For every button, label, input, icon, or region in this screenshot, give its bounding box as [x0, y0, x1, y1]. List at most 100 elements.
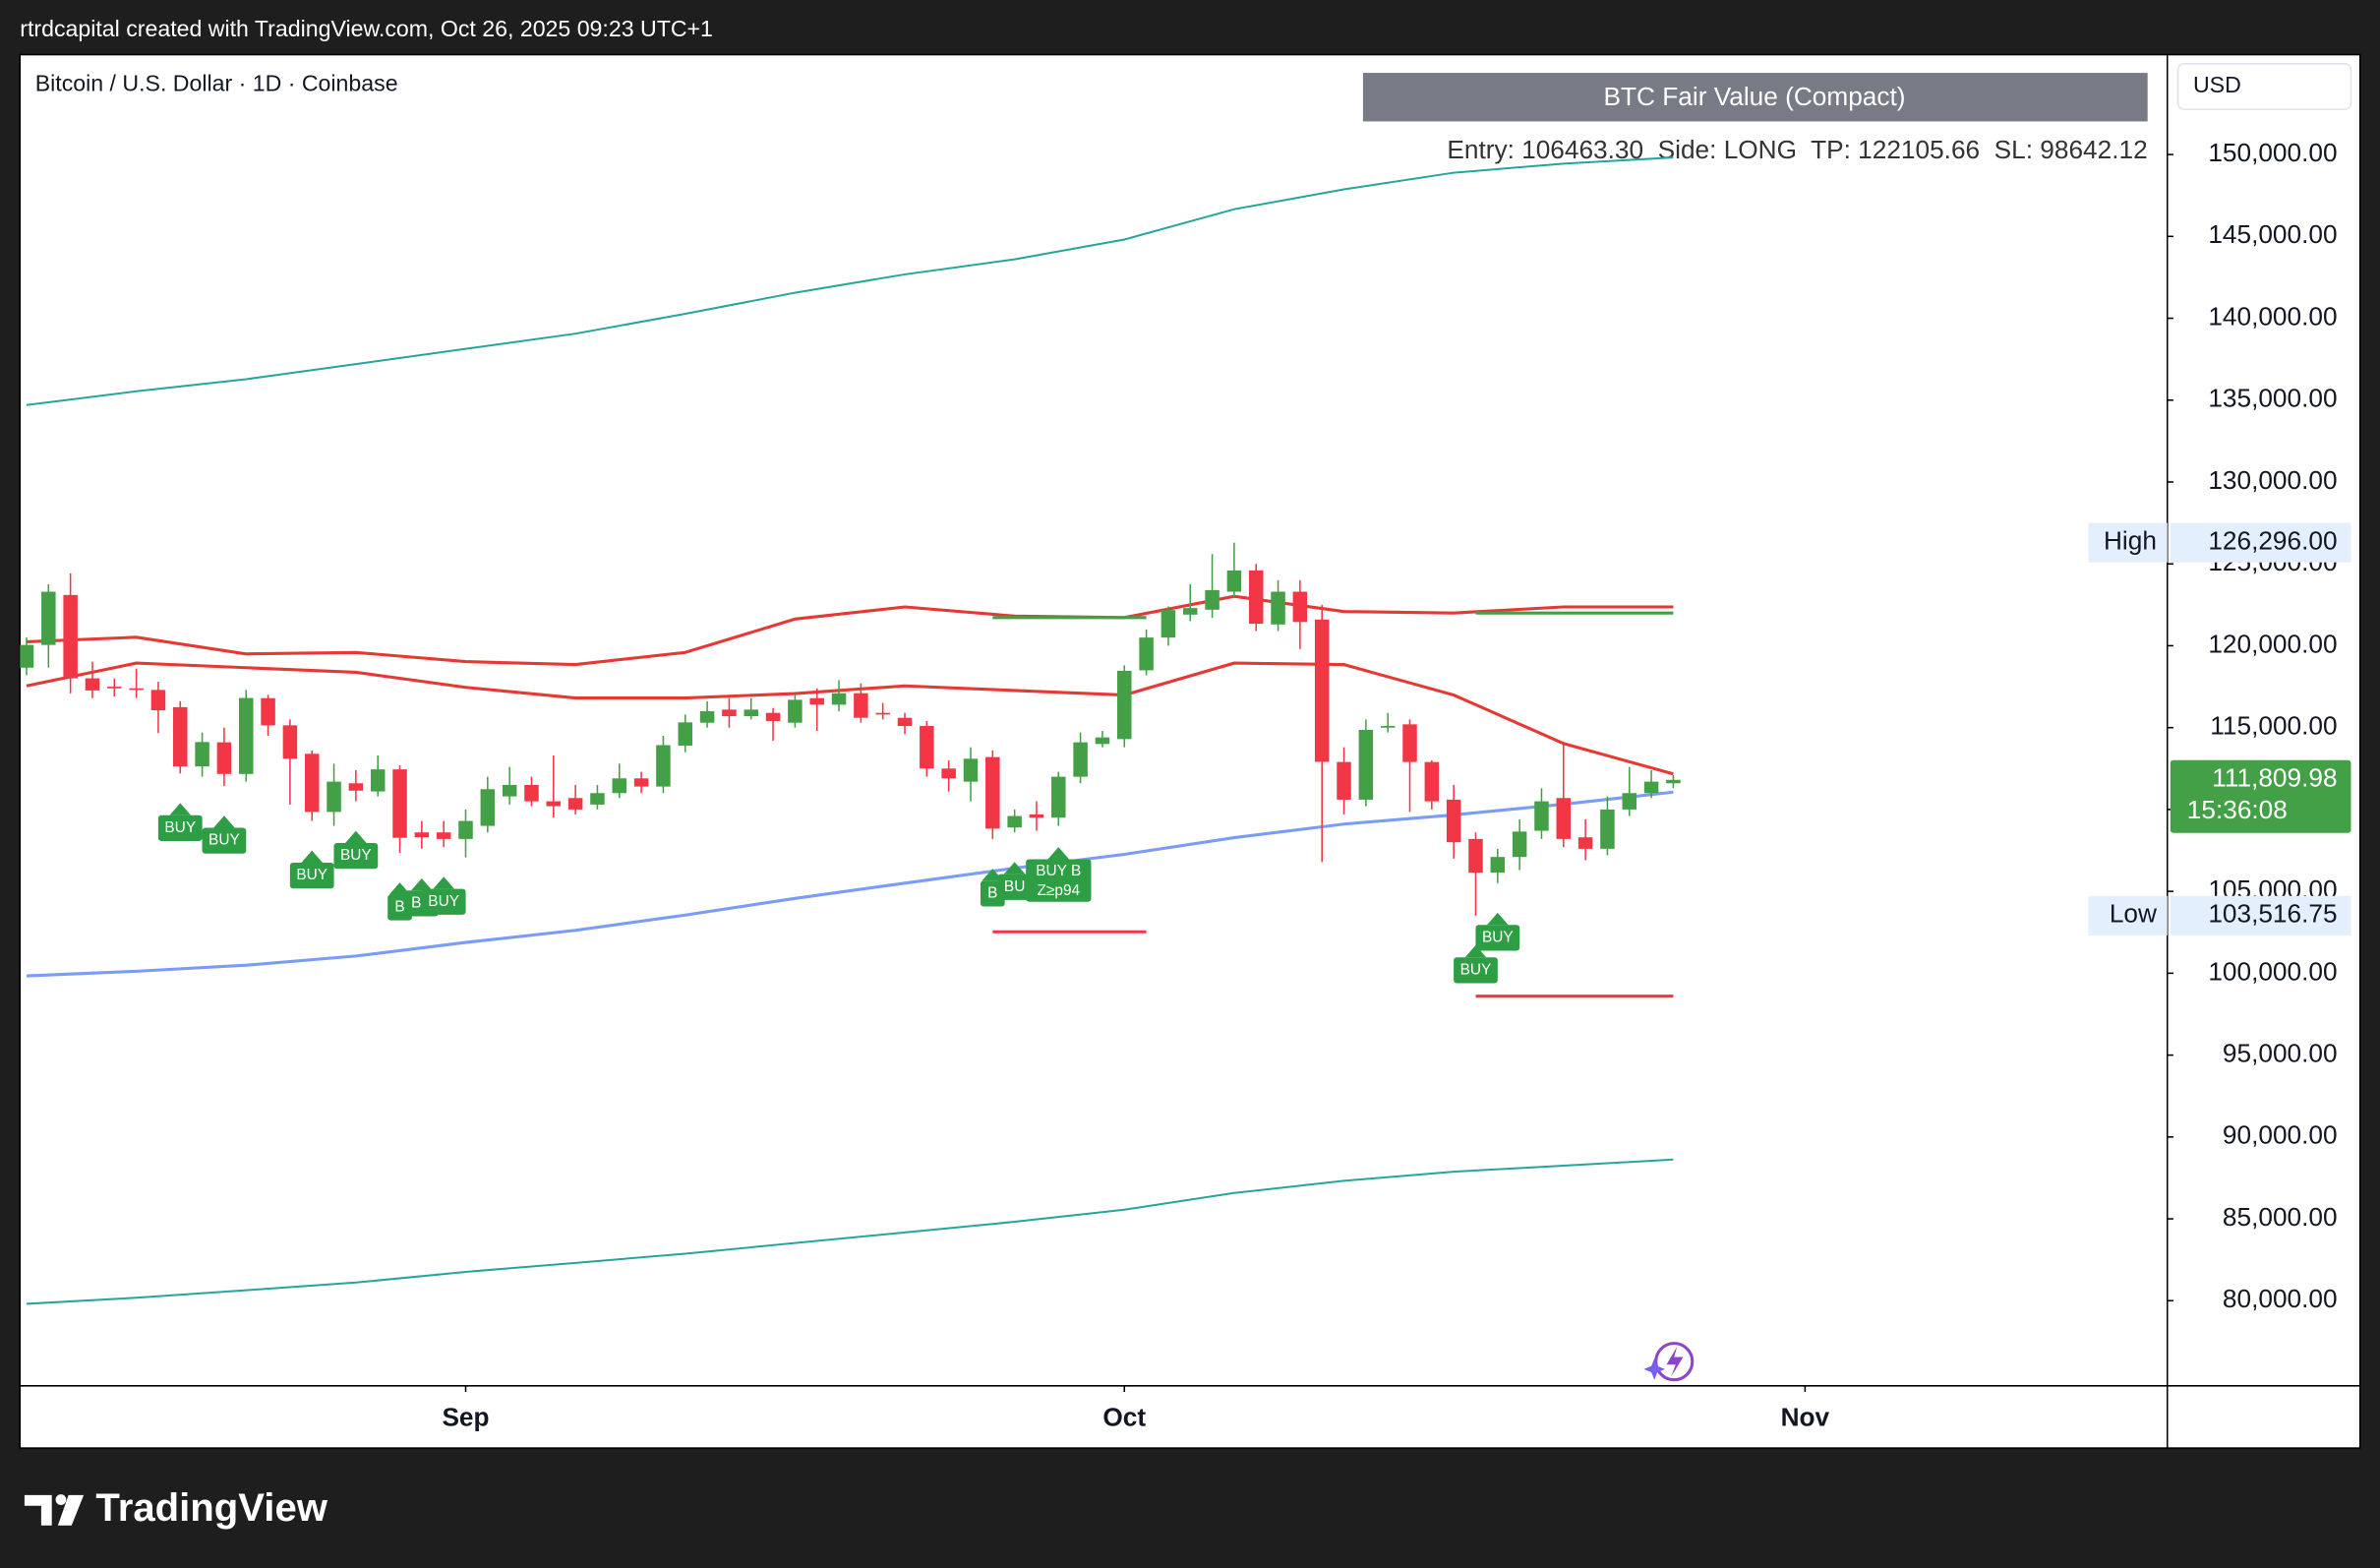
chart-panel [19, 53, 2361, 1449]
candle-body [985, 756, 1000, 829]
y-tick-label: 135,000.00 [2208, 384, 2337, 413]
currency: USD [2193, 72, 2241, 97]
candle-body [107, 687, 122, 689]
price-tag: 103,516.75 [2208, 899, 2337, 929]
candle-body [327, 781, 341, 813]
candle-body [1380, 726, 1396, 728]
candle-body [1600, 809, 1615, 849]
candle-body [1117, 670, 1132, 740]
candle-body [85, 678, 100, 691]
candle-body [238, 697, 254, 774]
last-price-box [2170, 759, 2351, 833]
signal-arrow [301, 850, 324, 863]
buy-signal: BUY [157, 803, 203, 841]
panel-info: Entry: 106463.30 Side: LONG TP: 122105.6… [1447, 135, 2147, 164]
signal-box [1026, 859, 1092, 902]
signal-label: BUY [164, 819, 196, 836]
candle-body [458, 820, 473, 839]
buy-signal: BUY [289, 850, 334, 889]
indicator-line [26, 790, 1674, 978]
signal-label: BUY B [1036, 863, 1081, 879]
y-tick-label: 130,000.00 [2208, 465, 2337, 495]
candle-body [261, 697, 275, 726]
y-tick-label: 140,000.00 [2208, 301, 2337, 331]
currency-box [2176, 63, 2352, 110]
sparkle-icon [1643, 1342, 1695, 1382]
candle-body [41, 591, 56, 645]
candle-body [129, 688, 144, 691]
credit: rtrdcapital created with TradingView.com… [20, 16, 713, 41]
signal-label: BUY [1460, 961, 1492, 978]
candle-body [216, 742, 232, 774]
signal-box [421, 888, 466, 915]
candle-body [1271, 591, 1285, 625]
candle-body [1622, 793, 1637, 810]
symbol-title: Bitcoin / U.S. Dollar · 1D · Coinbase [35, 71, 398, 96]
candle-body [1643, 781, 1659, 794]
candle-body [633, 778, 649, 787]
candle-body [1182, 608, 1198, 615]
candle-body [941, 768, 956, 779]
indicator-line [26, 156, 1674, 406]
candle-body [1468, 838, 1483, 874]
price-tag-box [2170, 522, 2351, 563]
candle-body [744, 709, 758, 717]
candle-body [788, 699, 803, 723]
indicator-line [26, 661, 1674, 776]
candle-body [414, 832, 430, 838]
candle-body [370, 769, 386, 792]
brand-name: TradingView [95, 1485, 327, 1530]
signal-box [997, 874, 1032, 900]
indicator-line [26, 594, 1674, 667]
candle-body [1424, 761, 1440, 802]
countdown: 15:36:08 [2187, 795, 2288, 824]
candle-body [1358, 730, 1374, 800]
candle-body [897, 717, 913, 727]
candle-body [524, 784, 539, 802]
candle-body [1139, 637, 1154, 671]
price-tag-name: High [2104, 526, 2157, 556]
signal-box [1475, 925, 1520, 951]
candle-body [722, 709, 737, 717]
x-tick-label: Nov [1781, 1403, 1830, 1432]
buy-signal: BUY [1475, 912, 1520, 951]
candle-body [1073, 742, 1088, 777]
signal-box [333, 843, 379, 870]
panel-title: BTC Fair Value (Compact) [1604, 82, 1906, 111]
signal-arrow [1047, 847, 1070, 860]
brand-logo [24, 1494, 85, 1526]
signal-arrow [169, 803, 192, 815]
candle-body [1007, 815, 1022, 828]
y-tick-label: 120,000.00 [2208, 629, 2337, 658]
y-tick-label: 95,000.00 [2223, 1039, 2338, 1068]
price-tag-name-box [2088, 522, 2168, 563]
candle-body [195, 742, 209, 767]
signal-label: BUY [296, 867, 327, 883]
y-tick-label: 100,000.00 [2208, 956, 2337, 986]
candle-body [546, 801, 562, 807]
candle-body [1248, 570, 1264, 624]
candle-body [854, 693, 868, 718]
candle-body [1205, 589, 1220, 610]
candle-body [150, 690, 166, 711]
candle-body [1337, 761, 1351, 800]
signal-arrow [213, 815, 235, 828]
signal-arrow [1487, 912, 1509, 926]
signal-arrow [1003, 862, 1026, 874]
candle-body [1029, 814, 1044, 818]
price-tag: 126,296.00 [2208, 526, 2337, 556]
candle-body [678, 722, 693, 746]
last-price: 111,809.98 [2212, 763, 2337, 793]
signal-box [289, 862, 334, 889]
signal-label: BUY [208, 832, 240, 849]
candle-body [612, 778, 627, 794]
candle-body [765, 712, 781, 722]
candle-body [1490, 857, 1506, 874]
y-tick-label: 115,000.00 [2210, 711, 2337, 741]
candle-body [656, 745, 671, 787]
price-tag-name: Low [2110, 899, 2157, 929]
signal-arrow [345, 830, 367, 844]
signal-box [202, 827, 247, 854]
signal-arrow [411, 877, 433, 891]
